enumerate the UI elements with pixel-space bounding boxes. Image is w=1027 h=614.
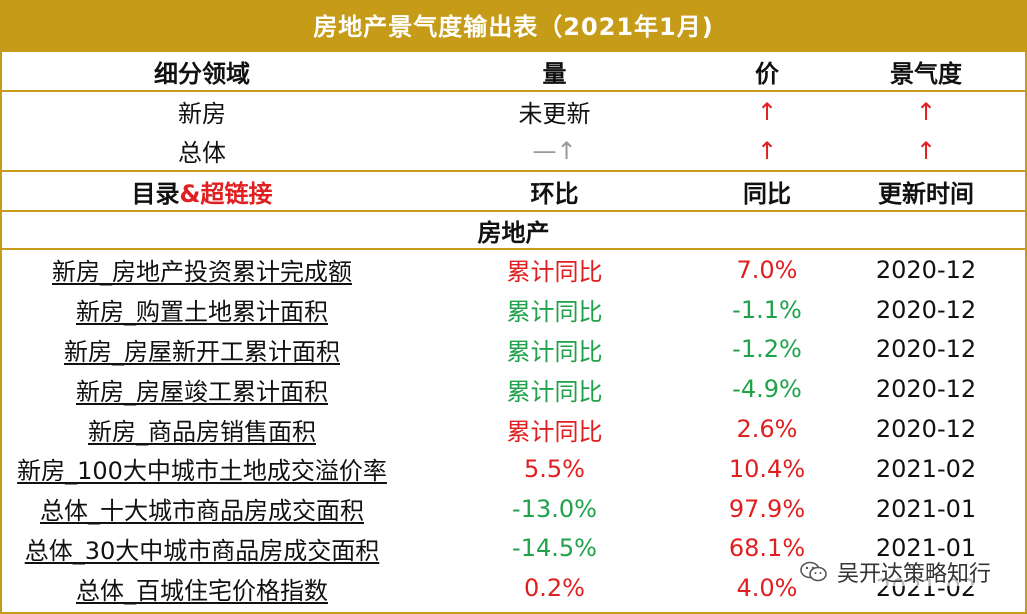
table-row: 新房_房屋新开工累计面积 累计同比 -1.2% 2020-12 xyxy=(2,330,1025,370)
row-yoy: 2.6% xyxy=(736,415,798,444)
row-yoy: 10.4% xyxy=(728,454,806,483)
row-updated: 2020-12 xyxy=(875,295,977,324)
row-yoy: 97.9% xyxy=(728,494,806,523)
watermark-text: 吴开达策略知行 xyxy=(836,562,991,587)
table-row: 新房_购置土地累计面积 累计同比 -1.1% 2020-12 xyxy=(2,290,1025,330)
table-row: 总体_30大中城市商品房成交面积 -14.5% 68.1% 2021-01 xyxy=(2,529,1025,569)
row-updated: 2021-02 xyxy=(875,454,977,483)
wechat-icon xyxy=(800,561,827,582)
row-mom: 累计同比 xyxy=(506,298,603,327)
row-yoy: 4.0% xyxy=(736,574,798,603)
row-hyperlink[interactable]: 新房_购置土地累计面积 xyxy=(76,298,328,327)
row-hyperlink[interactable]: 新房_100大中城市土地成交溢价率 xyxy=(17,457,387,486)
row-yoy: -4.9% xyxy=(732,375,802,404)
row-hyperlink[interactable]: 新房_房屋竣工累计面积 xyxy=(76,377,328,406)
subheader-directory-label: 目录 xyxy=(131,179,180,208)
row-hyperlink[interactable]: 新房_商品房销售面积 xyxy=(88,417,316,446)
summary-volume: 未更新 xyxy=(518,100,591,128)
summary-area: 新房 xyxy=(178,100,226,128)
row-yoy: -1.2% xyxy=(732,335,802,364)
table-row: 总体_十大城市商品房成交面积 -13.0% 97.9% 2021-01 xyxy=(2,489,1025,529)
table-row: 新房_商品房销售面积 累计同比 2.6% 2020-12 xyxy=(2,409,1025,449)
row-mom: 累计同比 xyxy=(506,377,603,406)
table-row: 新房_100大中城市土地成交溢价率 5.5% 10.4% 2021-02 xyxy=(2,449,1025,489)
row-hyperlink[interactable]: 总体_十大城市商品房成交面积 xyxy=(40,497,364,526)
row-updated: 2020-12 xyxy=(875,255,977,284)
header-volume: 量 xyxy=(542,59,567,88)
subheader-updated: 更新时间 xyxy=(878,179,974,208)
summary-row: 总体 —↑ ↑ ↑ xyxy=(2,131,1025,170)
row-mom: 5.5% xyxy=(524,454,585,483)
row-updated: 2021-01 xyxy=(875,494,977,523)
subheader-row: 目录&超链接 环比 同比 更新时间 xyxy=(2,170,1025,210)
row-updated: 2021-01 xyxy=(875,534,977,563)
row-updated: 2020-12 xyxy=(875,415,977,444)
row-yoy: -1.1% xyxy=(732,295,802,324)
header-price: 价 xyxy=(755,59,779,88)
row-mom: 累计同比 xyxy=(506,417,603,446)
section-title: 房地产 xyxy=(477,218,550,247)
subheader-mom: 环比 xyxy=(530,179,579,208)
subheader-yoy: 同比 xyxy=(743,179,791,208)
row-updated: 2020-12 xyxy=(875,335,977,364)
summary-area: 总体 xyxy=(178,139,226,167)
header-area: 细分领域 xyxy=(154,59,250,88)
row-hyperlink[interactable]: 新房_房屋新开工累计面积 xyxy=(64,337,340,366)
row-hyperlink[interactable]: 新房_房地产投资累计完成额 xyxy=(52,258,352,287)
row-hyperlink[interactable]: 总体_30大中城市商品房成交面积 xyxy=(24,536,380,565)
table-row: 新房_房屋竣工累计面积 累计同比 -4.9% 2020-12 xyxy=(2,369,1025,409)
summary-row: 新房 未更新 ↑ ↑ xyxy=(2,92,1025,131)
subheader-hyperlink-label: &超链接 xyxy=(179,179,273,208)
header-row: 细分领域 量 价 景气度 xyxy=(2,52,1025,92)
row-updated: 2020-12 xyxy=(875,375,977,404)
row-mom: -14.5% xyxy=(512,534,597,563)
table-title: 房地产景气度输出表（2021年1月) xyxy=(2,2,1025,52)
summary-volume: —↑ xyxy=(532,136,577,165)
subheader-directory: 目录&超链接 xyxy=(2,174,402,209)
section-header: 房地产 xyxy=(2,210,1025,250)
table-row: 总体_百城住宅价格指数 0.2% 4.0% 2021-02 xyxy=(2,568,1025,608)
up-arrow-icon: ↑ xyxy=(756,97,778,126)
row-mom: 累计同比 xyxy=(506,258,603,287)
watermark: 吴开达策略知行 xyxy=(792,558,997,587)
up-arrow-icon: ↑ xyxy=(915,97,937,126)
header-prosperity: 景气度 xyxy=(890,59,962,88)
row-yoy: 68.1% xyxy=(728,534,806,563)
data-rows: 新房_房地产投资累计完成额 累计同比 7.0% 2020-12 新房_购置土地累计面积累… xyxy=(2,250,1025,608)
row-mom: 0.2% xyxy=(524,574,585,603)
table-row: 新房_房地产投资累计完成额 累计同比 7.0% 2020-12 xyxy=(2,250,1025,290)
row-hyperlink[interactable]: 总体_百城住宅价格指数 xyxy=(76,576,328,605)
up-arrow-icon: ↑ xyxy=(915,136,937,165)
row-mom: 累计同比 xyxy=(506,337,603,366)
row-yoy: 7.0% xyxy=(736,255,798,284)
row-mom: -13.0% xyxy=(512,494,597,523)
up-arrow-icon: ↑ xyxy=(756,136,778,165)
